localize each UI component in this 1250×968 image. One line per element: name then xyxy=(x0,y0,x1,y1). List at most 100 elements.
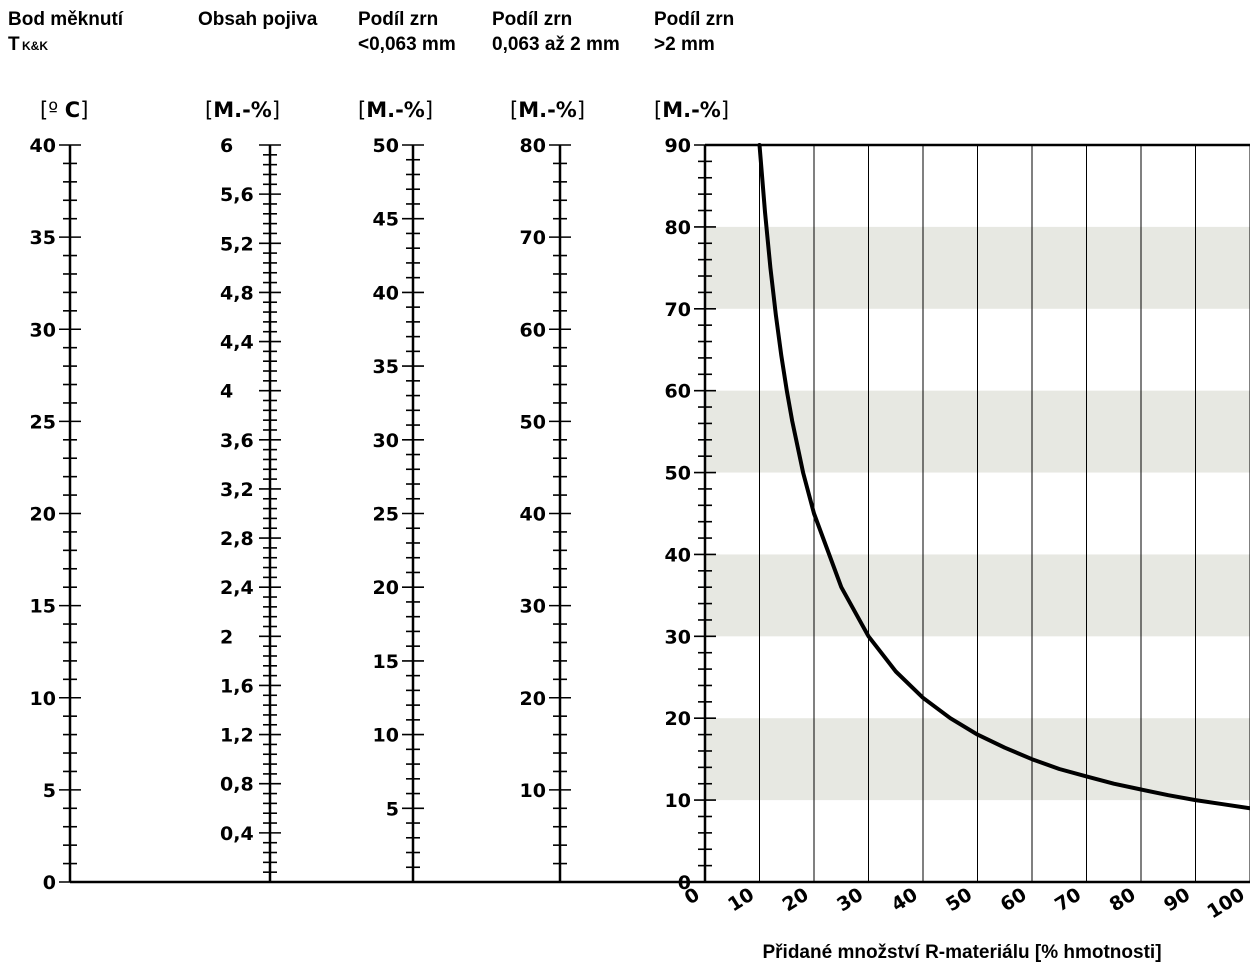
unit-open: [ xyxy=(654,98,662,122)
x-tick-label: 90 xyxy=(1160,884,1194,917)
scale-tick-label: 15 xyxy=(373,651,399,673)
scale-2: Podíl zrn <0,063 mm [M.-%] 5 10 15 20 25 30 35 40 4… xyxy=(358,9,456,883)
scale-tick-label: 80 xyxy=(520,135,546,157)
scale-title-line-1: 0,063 až 2 mm xyxy=(492,34,620,55)
unit-bold: M.-% xyxy=(213,98,272,122)
scale-3: Podíl zrn 0,063 až 2 mm [M.-%] 10 20 30 40 50 60… xyxy=(492,9,620,883)
scale-tick-label: 45 xyxy=(373,209,399,231)
scale-tick-label: 30 xyxy=(373,430,399,452)
x-tick-label: 20 xyxy=(779,884,813,917)
unit-bold: C xyxy=(65,98,80,122)
scale-tick-label: 30 xyxy=(520,596,546,618)
scale-tick-label: 35 xyxy=(373,356,399,378)
unit-bold: M.-% xyxy=(662,98,721,122)
scale-tick-label: 90 xyxy=(665,135,691,157)
scale-tick-label: 40 xyxy=(373,282,399,304)
scale-tick-label: 40 xyxy=(665,544,691,566)
scale-unit-label: [M.-%] xyxy=(510,98,585,122)
x-tick-label: 60 xyxy=(997,884,1031,917)
scale-tick-label: 1,2 xyxy=(220,725,254,747)
unit-open: [ xyxy=(40,98,48,122)
scale-tick-label: 15 xyxy=(30,596,56,618)
scale-tick-label: 4,4 xyxy=(220,332,254,354)
x-tick-label: 80 xyxy=(1106,884,1140,917)
scale-title-line-0: Podíl zrn xyxy=(654,9,734,30)
scale-tick-label: 40 xyxy=(520,504,546,526)
x-tick-label: 50 xyxy=(942,884,976,917)
scale-tick-label: 4 xyxy=(220,381,233,403)
scale-title-line-1: T xyxy=(8,34,20,55)
scale-tick-label: 0,4 xyxy=(220,823,254,845)
scale-tick-label: 60 xyxy=(665,381,691,403)
unit-close: ] xyxy=(272,98,280,122)
scale-tick-label: 2,4 xyxy=(220,577,254,599)
scale-unit-label: [M.-%] xyxy=(654,98,729,122)
unit-close: ] xyxy=(80,98,88,122)
scale-tick-label: 5 xyxy=(386,798,399,820)
scale-tick-label: 20 xyxy=(373,577,399,599)
unit-open: [ xyxy=(358,98,366,122)
plot-axes xyxy=(70,143,1250,884)
scale-title-line-0: Obsah pojiva xyxy=(198,9,318,30)
unit-open: [ xyxy=(510,98,518,122)
scale-tick-label: 20 xyxy=(30,504,56,526)
scale-0: Bod měknutí T K&K [º C] 0 5 10 15 20 25 30 35 40 xyxy=(8,9,124,894)
scale-tick-label: 4,8 xyxy=(220,282,254,304)
scale-tick-label: 25 xyxy=(30,411,56,433)
scale-title-subscript: K&K xyxy=(22,39,48,53)
unit-close: ] xyxy=(721,98,729,122)
x-tick-label: 100 xyxy=(1203,884,1248,924)
scale-tick-label: 20 xyxy=(520,688,546,710)
scale-tick-label: 2,8 xyxy=(220,528,254,550)
scale-tick-label: 10 xyxy=(30,688,56,710)
scale-tick-label: 30 xyxy=(665,626,691,648)
scale-title-line-0: Podíl zrn xyxy=(492,9,572,30)
scale-tick-label: 60 xyxy=(520,319,546,341)
scale-tick-label: 30 xyxy=(30,319,56,341)
scale-tick-label: 10 xyxy=(520,780,546,802)
curve-layer xyxy=(757,143,1250,811)
scale-tick-label: 80 xyxy=(665,217,691,239)
unit-open: [ xyxy=(205,98,213,122)
scale-tick-label: 25 xyxy=(373,504,399,526)
scale-tick-label: 10 xyxy=(665,790,691,812)
scale-tick-label: 2 xyxy=(220,626,233,648)
scale-1: Obsah pojiva [M.-%] 0,4 0,8 1,2 1,6 2 2,4 2,8 3,2… xyxy=(198,9,318,883)
scale-title-line-1: >2 mm xyxy=(654,34,715,55)
scale-tick-label: 50 xyxy=(665,463,691,485)
x-tick-label: 0 xyxy=(681,884,704,910)
scale-tick-label: 50 xyxy=(520,411,546,433)
scale-tick-label: 5,6 xyxy=(220,184,254,206)
scale-tick-label: 5,2 xyxy=(220,233,254,255)
x-axis-title: Přidané množství R-materiálu [% hmotnost… xyxy=(762,942,1161,963)
unit-close: ] xyxy=(577,98,585,122)
scale-tick-label: 50 xyxy=(373,135,399,157)
unit-close: ] xyxy=(425,98,433,122)
scale-unit-label: [M.-%] xyxy=(205,98,280,122)
x-tick-label: 40 xyxy=(888,884,922,917)
x-axis-ticks: 0 10 20 30 40 50 60 70 80 90 100 xyxy=(681,884,1249,924)
scale-tick-label: 35 xyxy=(30,227,56,249)
scale-tick-label: 0,8 xyxy=(220,774,254,796)
x-tick-label: 10 xyxy=(724,884,758,917)
scale-tick-label: 70 xyxy=(665,299,691,321)
scale-unit-label: [M.-%] xyxy=(358,98,433,122)
scale-tick-label: 3,6 xyxy=(220,430,254,452)
scale-title-line-0: Podíl zrn xyxy=(358,9,438,30)
unit-main: º xyxy=(48,98,65,122)
unit-bold: M.-% xyxy=(366,98,425,122)
scale-tick-label: 0 xyxy=(43,872,56,894)
x-tick-label: 70 xyxy=(1051,884,1085,917)
curve-series-0 xyxy=(757,143,1250,811)
unit-bold: M.-% xyxy=(518,98,577,122)
scale-title-line-1: <0,063 mm xyxy=(358,34,456,55)
scale-tick-label: 1,6 xyxy=(220,675,254,697)
scale-title-line-0: Bod měknutí xyxy=(8,9,124,30)
x-tick-label: 30 xyxy=(833,884,867,917)
scale-tick-label: 10 xyxy=(373,725,399,747)
scale-tick-label: 70 xyxy=(520,227,546,249)
scale-tick-label: 40 xyxy=(30,135,56,157)
